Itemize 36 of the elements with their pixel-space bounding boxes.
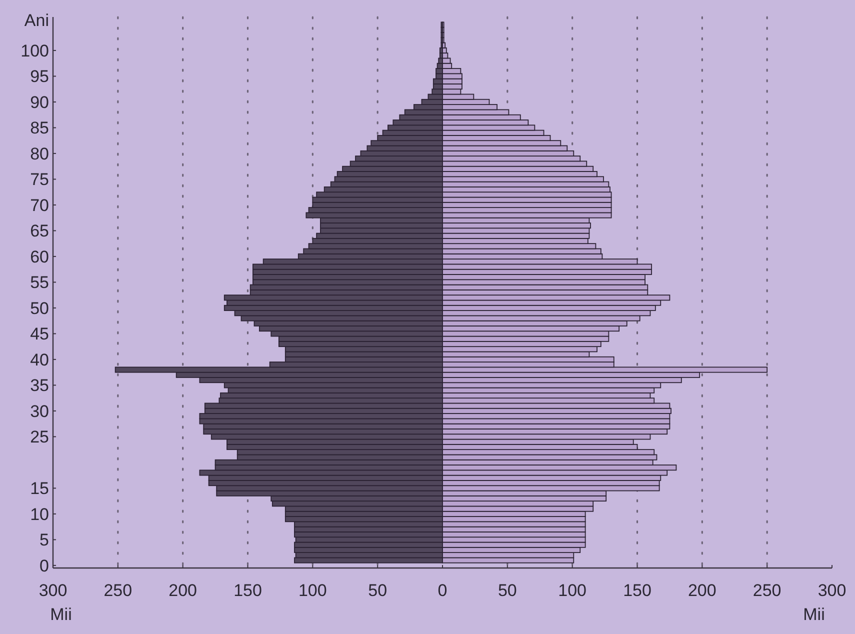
x-tick-label: 150	[623, 581, 652, 600]
y-tick-label: 40	[30, 350, 49, 370]
y-tick-label: 35	[30, 376, 49, 396]
x-tick-label: 100	[298, 581, 327, 600]
x-tick-label: 0	[438, 581, 448, 600]
text: Mii	[803, 605, 825, 624]
y-tick-label: 10	[30, 504, 49, 524]
y-tick-label: 75	[30, 170, 49, 190]
y-axis-title: Ani	[24, 11, 49, 30]
y-tick-label: 100	[20, 41, 49, 60]
x-tick-label: 150	[234, 581, 262, 600]
x-tick-label: 300	[38, 581, 68, 600]
x-tick-label: 250	[104, 581, 132, 600]
y-tick-label: 70	[30, 196, 49, 215]
x-tick-label: 100	[558, 581, 587, 600]
y-tick-label: 5	[40, 530, 49, 550]
y-tick-label: 80	[30, 144, 49, 164]
x-axis-title: Mii	[50, 605, 72, 624]
x-tick-label: 200	[688, 581, 716, 600]
x-tick-label: 300	[818, 581, 846, 600]
y-tick-label: 25	[30, 428, 49, 447]
y-tick-label: 90	[30, 92, 49, 112]
y-tick-label: 55	[30, 273, 49, 292]
y-tick-label: 0	[40, 556, 49, 576]
y-tick-label: 65	[30, 222, 49, 241]
x-tick-label: 250	[752, 581, 782, 600]
y-tick-label: 45	[30, 324, 49, 344]
y-tick-label: 15	[30, 479, 49, 498]
y-tick-label: 85	[30, 118, 49, 138]
x-tick-label: 50	[498, 581, 517, 600]
x-tick-label: 50	[368, 581, 388, 600]
y-tick-label: 95	[30, 67, 49, 86]
y-tick-label: 60	[30, 247, 49, 266]
y-tick-label: 30	[30, 402, 49, 421]
x-tick-label: 200	[168, 581, 198, 600]
y-tick-label: 50	[30, 298, 49, 318]
